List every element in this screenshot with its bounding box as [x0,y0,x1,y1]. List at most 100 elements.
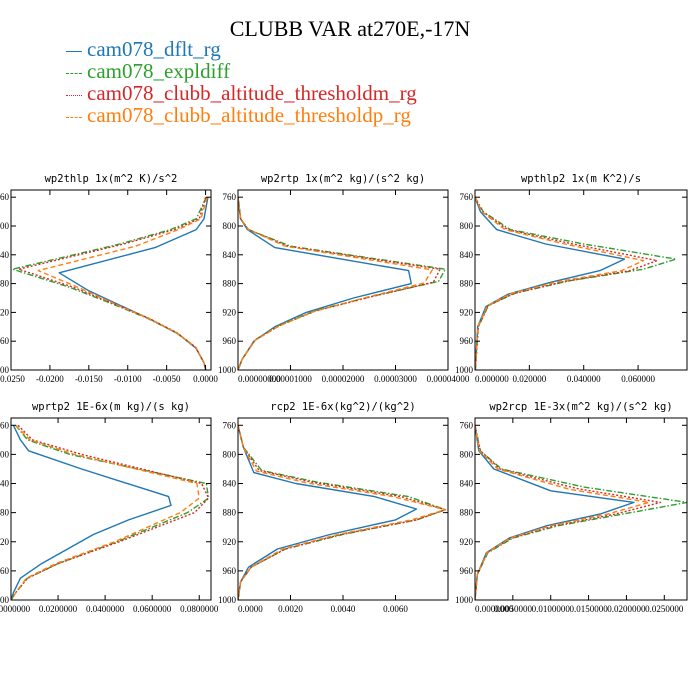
legend-label: cam078_expldiff [87,59,231,83]
y-tick-label: 880 [0,279,10,289]
legend-swatch [66,72,82,74]
series-line-rcp2-3 [238,425,447,600]
x-tick-label: 0.00004000 [427,374,470,384]
y-tick-label: 840 [460,250,474,260]
x-tick-label: 0.0600000 [133,604,172,614]
legend-entry-thresholdp: cam078_clubb_altitude_thresholdp_rg [66,104,417,126]
y-tick-label: 1000 [218,595,237,605]
legend-entry-thresholdm: cam078_clubb_altitude_thresholdm_rg [66,82,417,104]
x-tick-label: 0.020000 [512,374,546,384]
y-tick-label: 840 [223,250,237,260]
figure-title: CLUBB VAR at270E,-17N [229,16,471,41]
x-tick-label: -0.0200 [36,374,64,384]
y-tick-label: 880 [0,508,10,518]
panel-wp2rcp: wp2rcp 1E-3x(m^2 kg)/(s^2 kg) 760 800 840 88… [455,401,688,614]
legend-label: cam078_clubb_altitude_thresholdm_rg [87,81,417,105]
series-line-wp2rcp-2 [475,425,687,600]
panel-wprtp2: wprtp2 1E-6x(m kg)/(s kg) 760 800 840 880 920… [0,401,219,614]
panel-title: wp2rcp 1E-3x(m^2 kg)/(s^2 kg) [489,401,672,413]
series-line-wp2rcp-4 [475,425,650,600]
series-line-wp2thlp-3 [18,197,207,370]
series-line-wp2thlp-4 [37,197,208,370]
legend-swatch [66,94,82,96]
y-tick-label: 1000 [218,365,237,375]
panel-title: wpthlp2 1x(m K^2)/s [521,173,641,185]
series-line-wp2rtp-4 [238,197,433,370]
y-tick-label: 800 [460,221,474,231]
panel-title: wprtp2 1E-6x(m kg)/(s kg) [32,401,190,413]
y-tick-label: 1000 [0,365,10,375]
x-tick-label: 0.0050000 [494,604,533,614]
plot-frame [10,417,212,601]
x-tick-label: 0.0000 [238,604,263,614]
y-tick-label: 1000 [0,595,10,605]
y-tick-label: 920 [460,307,474,317]
series-line-wpthlp2-1 [475,196,626,370]
y-tick-label: 960 [460,566,474,576]
legend-entry-dflt: cam078_dflt_rg [66,38,417,60]
series-line-wp2rcp-3 [475,425,662,600]
series-line-wp2rtp-2 [238,197,447,370]
y-tick-label: 920 [0,307,10,317]
y-tick-label: 880 [223,279,237,289]
y-tick-label: 800 [223,221,237,231]
y-tick-label: 840 [223,479,237,489]
x-tick-label: 0.0250000 [645,604,684,614]
x-tick-label: -0.0150 [75,374,103,384]
panel-rcp2: rcp2 1E-6x(kg^2)/(kg^2) 760 800 840 880 920 96… [218,401,449,614]
x-tick-label: 0.0000000 [0,604,31,614]
series-line-wprtp2-4 [11,424,200,600]
x-tick-label: 0.0800000 [180,604,219,614]
y-tick-label: 960 [460,336,474,346]
x-tick-label: 0.060000 [621,374,655,384]
y-tick-label: 760 [0,420,10,430]
x-tick-label: 0.0040 [331,604,356,614]
y-tick-label: 960 [0,566,10,576]
panel-title: wp2rtp 1x(m^2 kg)/(s^2 kg) [261,173,425,185]
legend-label: cam078_dflt_rg [87,37,221,61]
series-line-rcp2-1 [238,425,418,600]
x-tick-label: 0.0400000 [86,604,125,614]
plot-frame [474,417,688,601]
series-line-wpthlp2-4 [475,196,645,370]
y-tick-label: 920 [0,537,10,547]
x-tick-label: -0.0250 [0,374,25,384]
series-line-wprtp2-1 [11,424,172,600]
x-tick-label: 0.0100000 [532,604,571,614]
series-line-wp2thlp-2 [11,196,207,370]
legend: cam078_dflt_rg cam078_expldiff cam078_cl… [66,38,417,126]
legend-entry-expldiff: cam078_expldiff [66,60,417,82]
y-tick-label: 800 [0,221,10,231]
plot-frame [474,189,688,371]
series-line-wp2rcp-1 [475,425,635,600]
y-tick-label: 760 [460,420,474,430]
y-tick-label: 760 [223,192,237,202]
x-tick-label: 0.00000000 [238,374,281,384]
x-tick-label: -0.0050 [153,374,181,384]
x-tick-label: 0.0060 [383,604,408,614]
series-line-rcp2-2 [238,425,447,600]
y-tick-label: 840 [0,250,10,260]
y-tick-label: 840 [0,479,10,489]
series-line-wpthlp2-2 [475,196,677,370]
panel-wp2thlp: wp2thlp 1x(m^2 K)/s^2 760 800 840 880 920 960 1… [0,173,218,384]
x-tick-label: 0.0200000 [39,604,78,614]
panel-wp2rtp: wp2rtp 1x(m^2 kg)/(s^2 kg) 760 800 840 880 92… [218,173,470,384]
legend-label: cam078_clubb_altitude_thresholdp_rg [87,103,411,127]
y-tick-label: 960 [0,336,10,346]
x-tick-label: 0.0200000 [607,604,646,614]
y-tick-label: 920 [223,307,237,317]
plot-frame [10,189,212,371]
y-tick-label: 1000 [455,365,474,375]
series-line-wp2rtp-1 [238,197,412,370]
y-tick-label: 840 [460,479,474,489]
y-tick-label: 800 [460,449,474,459]
y-tick-label: 760 [460,192,474,202]
legend-swatch [66,50,82,52]
y-tick-label: 880 [460,279,474,289]
x-tick-label: 0.0000 [193,374,218,384]
x-tick-label: -0.0100 [114,374,142,384]
y-tick-label: 960 [223,566,237,576]
x-tick-label: 0.040000 [567,374,601,384]
